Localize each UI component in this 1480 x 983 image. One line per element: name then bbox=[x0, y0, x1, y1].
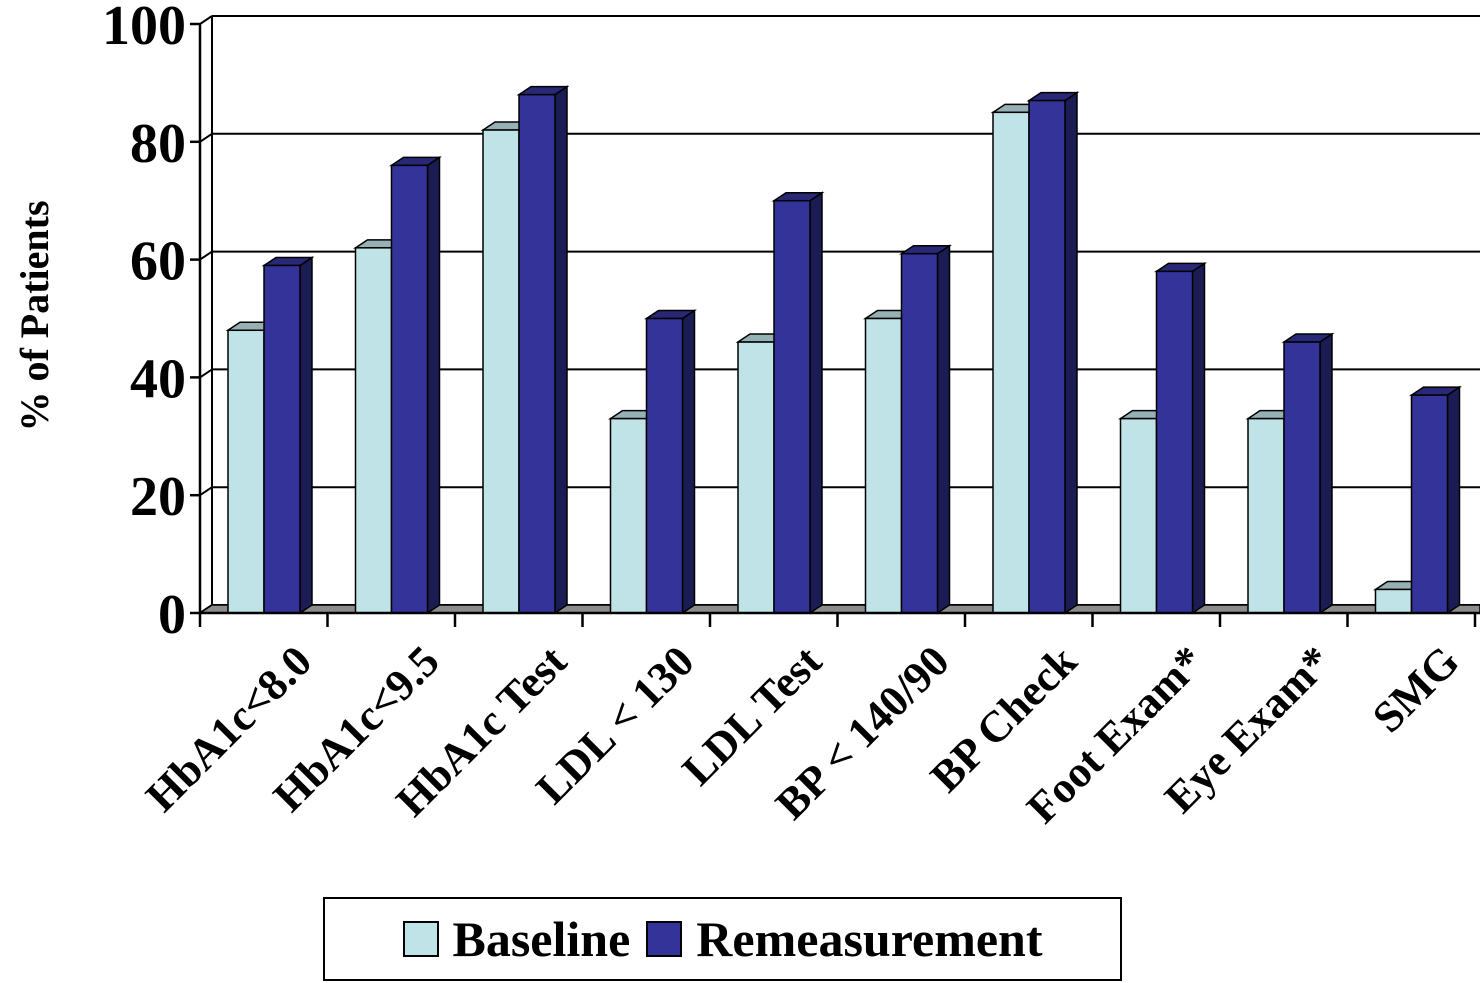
legend: Baseline Remeasurement bbox=[323, 897, 1122, 981]
gridline-diagonal bbox=[199, 368, 213, 379]
bar-front bbox=[1119, 417, 1158, 614]
gridline-diagonal bbox=[199, 15, 213, 25]
y-tick-label: 80 bbox=[130, 113, 186, 175]
bar-front bbox=[482, 129, 520, 614]
bar-side bbox=[426, 155, 441, 615]
y-axis-label: % of Patients bbox=[12, 200, 57, 431]
bar-remeasurement bbox=[644, 309, 697, 615]
bar-front bbox=[1155, 270, 1194, 614]
y-tick-label: 40 bbox=[130, 348, 186, 410]
bar-front bbox=[1283, 341, 1321, 614]
legend-label-baseline: Baseline bbox=[452, 911, 631, 967]
bar-side bbox=[554, 85, 568, 615]
bar-remeasurement bbox=[771, 191, 825, 615]
bar-side bbox=[809, 191, 823, 615]
legend-swatch-baseline bbox=[402, 921, 439, 957]
bar-layer bbox=[225, 85, 1462, 615]
bar-side bbox=[1319, 332, 1333, 615]
bar-front bbox=[900, 252, 939, 614]
bar-remeasurement bbox=[1154, 261, 1207, 615]
bar-front bbox=[992, 111, 1030, 614]
gridline-diagonal bbox=[199, 250, 213, 261]
x-tick-label: SMG bbox=[1363, 636, 1469, 742]
bar-front bbox=[390, 164, 429, 614]
bar-front bbox=[518, 93, 556, 614]
bar-front bbox=[1247, 417, 1285, 614]
y-tick-label: 20 bbox=[130, 466, 186, 528]
bar-remeasurement bbox=[1409, 385, 1462, 615]
y-tick-label: 100 bbox=[102, 0, 186, 57]
bar-side bbox=[936, 244, 951, 615]
legend-label-remeasurement: Remeasurement bbox=[696, 911, 1043, 967]
y-tick-label: 60 bbox=[130, 231, 186, 293]
bar-remeasurement bbox=[899, 244, 952, 615]
bar-front bbox=[263, 264, 301, 614]
legend-item-baseline: Baseline bbox=[402, 910, 631, 968]
bar-remeasurement bbox=[389, 155, 442, 615]
legend-item-remeasurement: Remeasurement bbox=[646, 910, 1043, 968]
gridline-diagonal bbox=[199, 132, 213, 143]
bar-side bbox=[299, 256, 313, 615]
bar-side bbox=[1064, 91, 1078, 615]
bar-front bbox=[864, 317, 903, 614]
bar-remeasurement bbox=[1026, 91, 1080, 615]
y-tick-label: 0 bbox=[158, 584, 186, 646]
bar-front bbox=[354, 247, 393, 614]
gridline-diagonal bbox=[199, 486, 213, 497]
bar-front bbox=[1374, 588, 1413, 614]
bar-front bbox=[1410, 394, 1449, 614]
bar-side bbox=[1191, 261, 1206, 615]
bar-side bbox=[1446, 385, 1461, 615]
bar-side bbox=[681, 309, 696, 615]
bar-front bbox=[737, 341, 775, 614]
bar-front bbox=[645, 317, 684, 614]
bar-remeasurement bbox=[261, 256, 315, 615]
bar-front bbox=[609, 417, 648, 614]
bar-remeasurement bbox=[1281, 332, 1335, 615]
bar-remeasurement bbox=[516, 85, 570, 615]
legend-swatch-remeasurement bbox=[646, 921, 683, 957]
bar-front bbox=[1028, 99, 1066, 614]
bar-front bbox=[773, 199, 811, 614]
bar-front bbox=[227, 329, 265, 614]
